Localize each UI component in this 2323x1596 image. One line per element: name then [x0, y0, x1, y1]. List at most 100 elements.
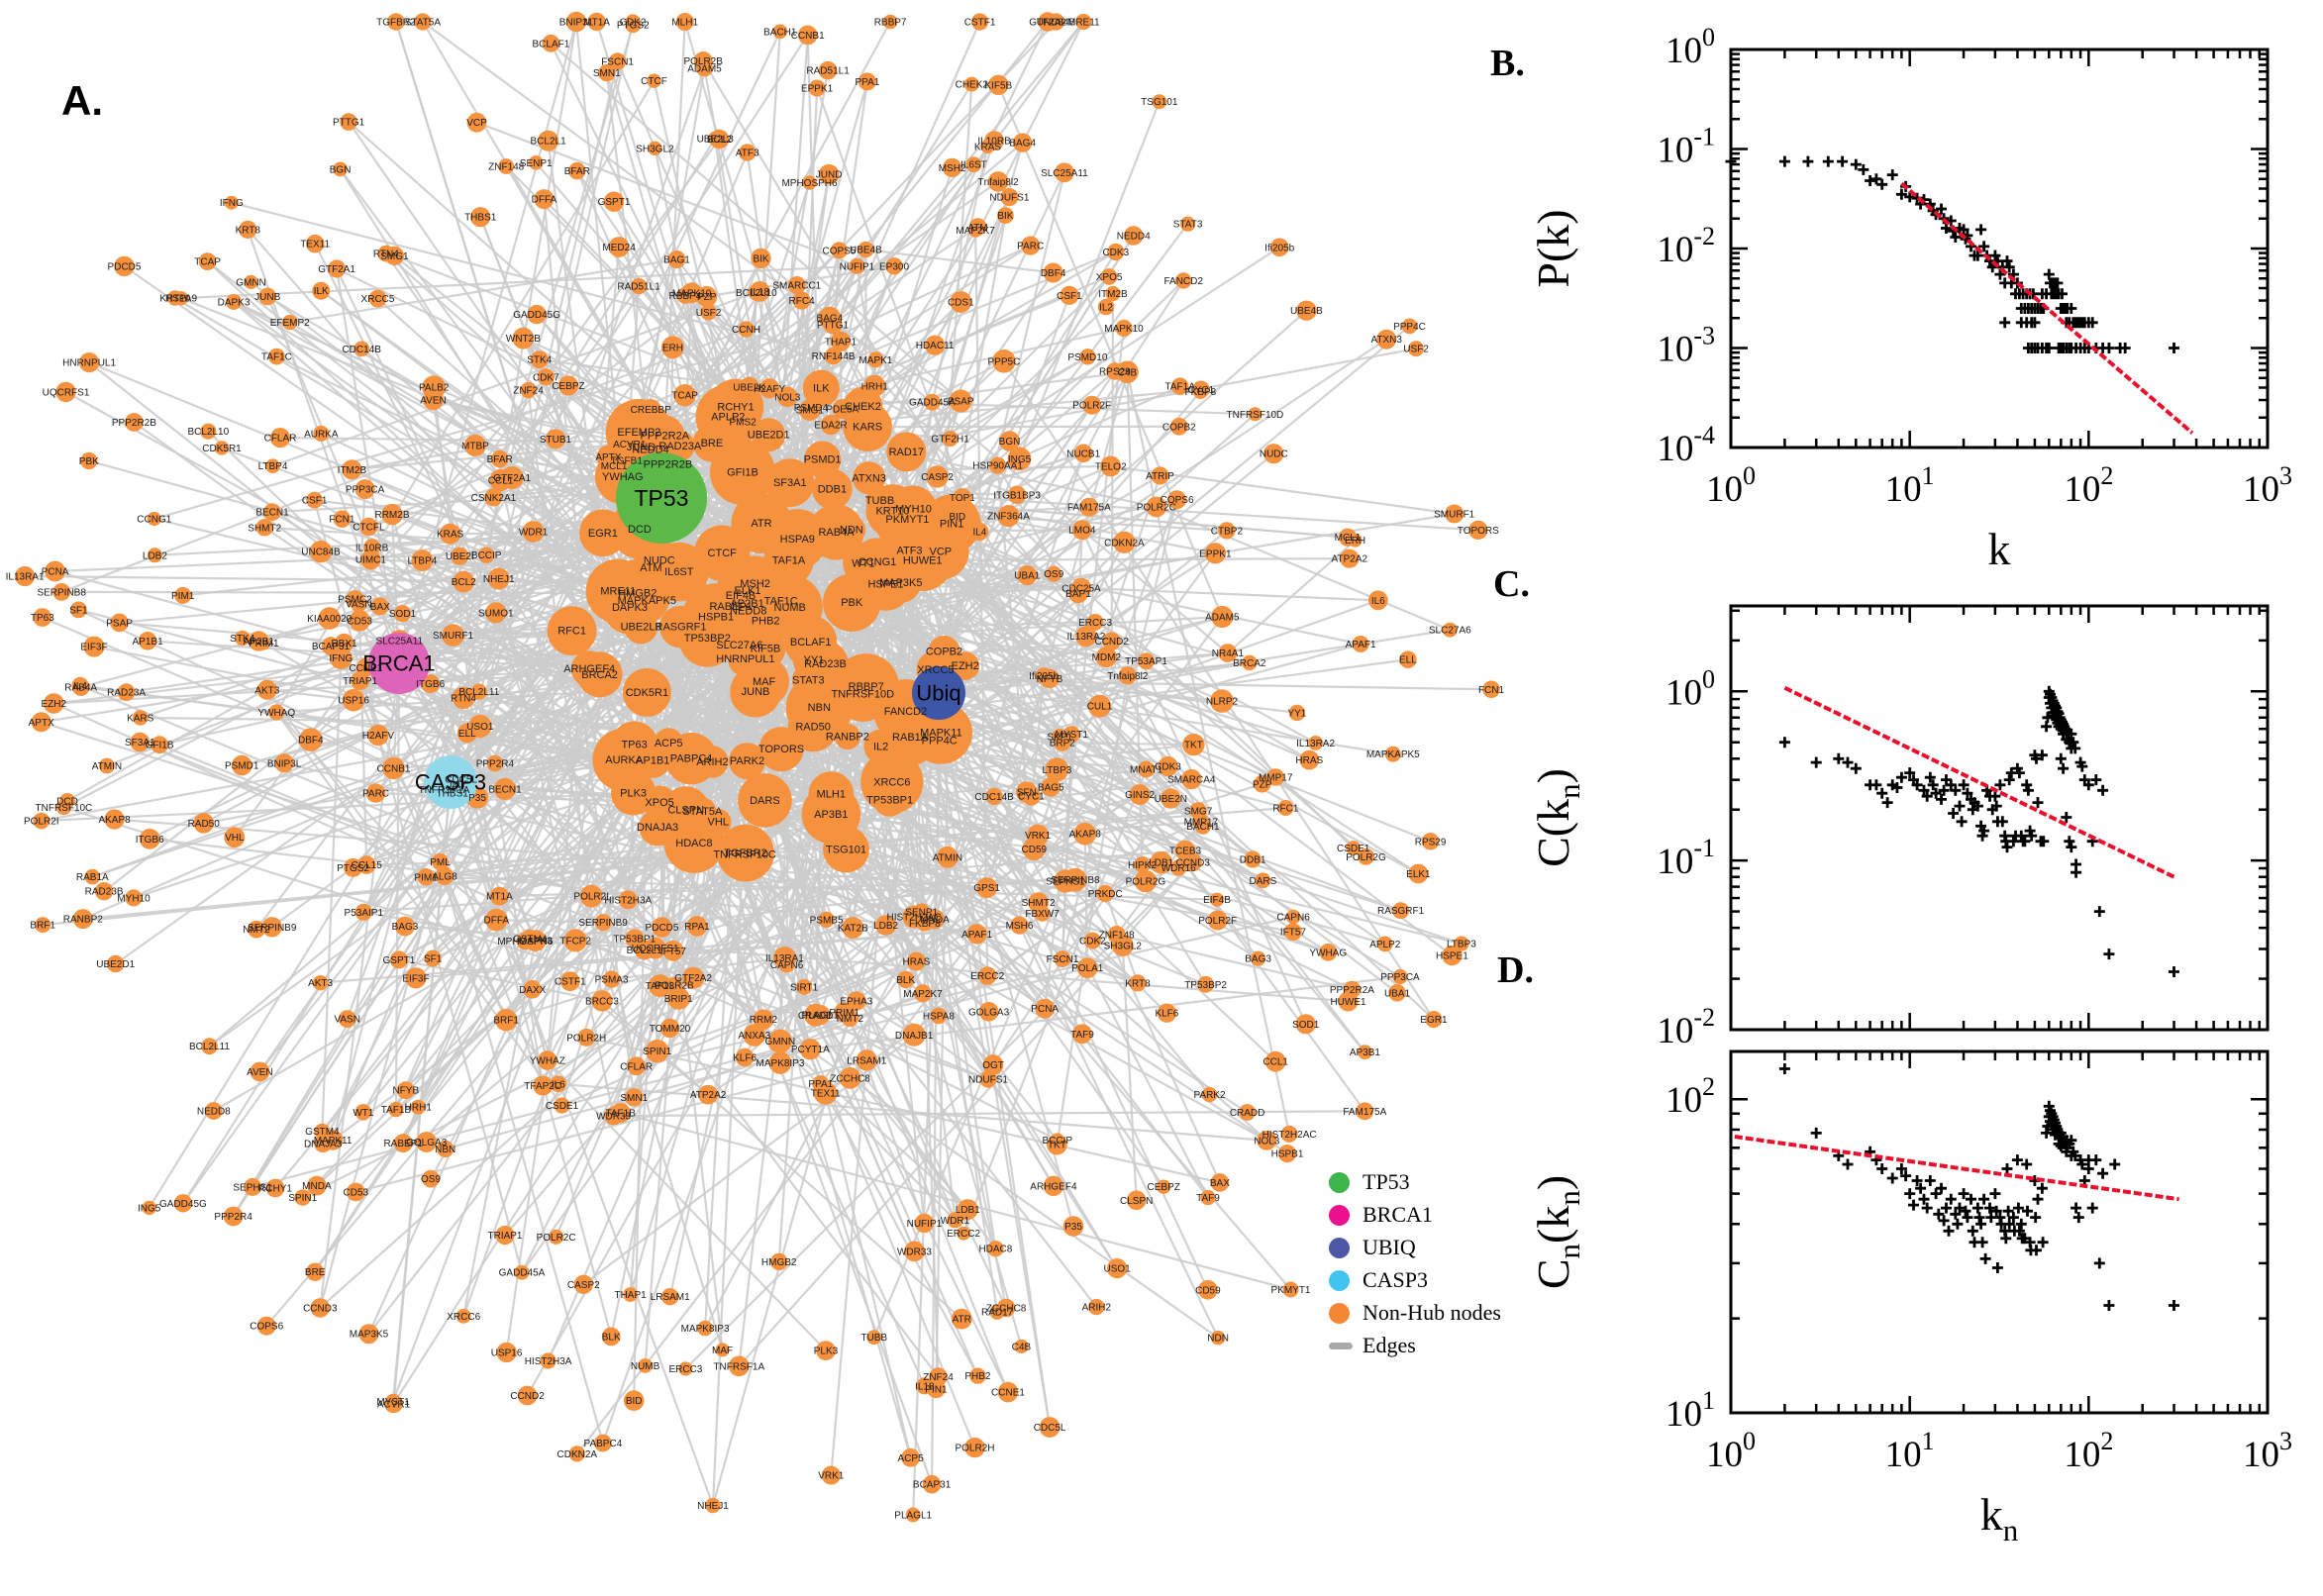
non-hub-node [662, 940, 684, 961]
gene-label: DFFA [532, 195, 557, 206]
gene-label: ATXN3 [852, 472, 886, 484]
gene-label: KIF5B [751, 643, 781, 654]
non-hub-node [104, 809, 125, 830]
gene-label: DBF4 [1041, 268, 1066, 279]
non-hub-node [484, 488, 503, 507]
gene-label: IL18 [751, 287, 770, 298]
gene-label: VHL [225, 833, 245, 844]
gene-label: PSAP [106, 618, 133, 629]
gene-label: BCLAF1 [790, 637, 832, 648]
non-hub-node [224, 827, 246, 848]
non-hub-node [999, 431, 1020, 451]
non-hub-node [1079, 497, 1099, 517]
gene-label: UBE4B [1290, 306, 1323, 317]
gene-label: EZH2 [42, 699, 67, 710]
non-hub-node [834, 723, 861, 750]
non-hub-node [867, 351, 884, 368]
non-hub-node [924, 393, 941, 411]
gene-label: BNIP3L [559, 18, 594, 29]
gene-label: PZP [1253, 779, 1272, 790]
non-hub-node [395, 916, 415, 937]
non-hub-node [1210, 1330, 1226, 1346]
non-hub-node [618, 890, 638, 910]
non-hub-node [1055, 162, 1074, 183]
gene-label: CDK3 [1102, 248, 1129, 258]
non-hub-node [570, 650, 608, 687]
non-hub-node [942, 430, 959, 448]
non-hub-node [1129, 974, 1147, 992]
non-hub-node [333, 510, 352, 528]
non-hub-node [265, 1178, 285, 1198]
gene-label: ATMIN [933, 852, 962, 863]
non-hub-node [820, 414, 842, 436]
non-hub-node [957, 1226, 971, 1241]
non-hub-node [52, 583, 71, 601]
gene-label: CTCFL [353, 523, 385, 534]
gene-label: XRCC6 [873, 776, 910, 788]
tick-label: 10-3 [1657, 322, 1715, 370]
gene-label: CASP2 [921, 472, 954, 483]
gene-label: PLK3 [814, 1347, 839, 1357]
gene-label: SLC25A11 [1041, 168, 1088, 179]
non-hub-node [130, 732, 151, 752]
non-hub-node [1442, 622, 1458, 638]
non-hub-node [735, 1047, 755, 1067]
gene-label: YWHAG [1309, 948, 1347, 958]
non-hub-node [1075, 13, 1092, 31]
non-hub-node [832, 399, 853, 419]
non-hub-node [132, 710, 149, 726]
tick-label: 100 [1706, 1427, 1756, 1475]
non-hub-node [1295, 1014, 1316, 1035]
gene-label: TUBB [860, 1333, 887, 1344]
non-hub-node [1425, 1011, 1443, 1029]
gene-label: TNFRSF10D [832, 688, 895, 700]
gene-label: Tnfaip8l2 [1107, 671, 1149, 682]
gene-label: CYC1 [1187, 385, 1214, 396]
non-hub-node [777, 386, 798, 408]
non-hub-node [608, 52, 627, 70]
non-hub-node [953, 488, 972, 508]
non-hub-node [1257, 1131, 1277, 1150]
gene-label: PHB2 [752, 615, 780, 627]
non-hub-node [801, 398, 821, 417]
gene-label: LDB2 [873, 921, 898, 932]
y-axis-title: P(k) [1528, 209, 1578, 287]
gene-label: DBF4 [298, 736, 324, 747]
non-hub-node [603, 191, 625, 212]
gene-label: NUMB [631, 1361, 660, 1372]
gene-label: AURKA [304, 429, 339, 440]
gene-label: CHEK2 [956, 80, 989, 91]
non-hub-node [1043, 262, 1063, 283]
non-hub-node [1170, 377, 1189, 396]
non-hub-node [512, 327, 535, 349]
non-hub-node [538, 1050, 557, 1070]
non-hub-node [1211, 605, 1234, 629]
non-hub-node [886, 432, 927, 472]
axis-ticks [1729, 606, 2270, 1032]
non-hub-node [424, 949, 442, 967]
gene-label: PBK [79, 456, 99, 467]
gene-label: SENP1 [905, 908, 938, 919]
non-hub-node [1040, 668, 1060, 689]
gene-label: OS9 [421, 1174, 441, 1185]
gene-label: TNFRSF10D [1227, 410, 1284, 421]
non-hub-node [853, 461, 886, 495]
gene-label: HSPA9 [780, 534, 815, 546]
gene-label: NUFIP1 [907, 1219, 943, 1230]
gene-label: PSMD10 [1067, 352, 1107, 363]
gene-label: RPS29 [1415, 837, 1447, 848]
non-hub-node [333, 161, 348, 177]
gene-label: DARS [750, 795, 780, 807]
non-hub-node [442, 624, 464, 647]
non-hub-node [914, 1213, 935, 1234]
non-hub-node [250, 1061, 270, 1082]
gene-label: ARHGEF4 [1030, 1181, 1077, 1192]
gene-label: CD53 [344, 1188, 369, 1199]
gene-label: RAD50 [188, 819, 221, 830]
gene-label: HRAS [903, 957, 931, 968]
gene-label: WDR1 [941, 1216, 970, 1227]
gene-label: AKAP8 [98, 815, 131, 826]
gene-label: XPO5 [1096, 272, 1123, 283]
non-hub-node [365, 783, 386, 803]
gene-label: PRIM1 [249, 639, 279, 649]
